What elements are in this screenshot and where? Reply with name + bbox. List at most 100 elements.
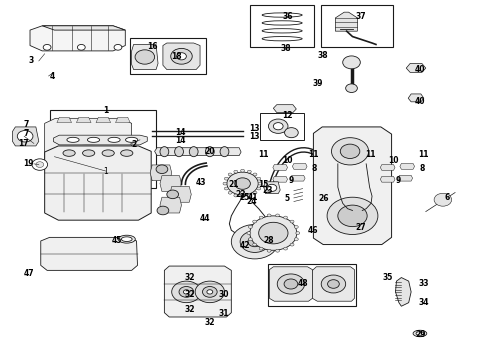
Text: 32: 32: [185, 273, 195, 282]
Circle shape: [247, 194, 251, 197]
Circle shape: [248, 238, 252, 240]
Circle shape: [73, 166, 83, 174]
Ellipse shape: [79, 138, 98, 144]
Text: 13: 13: [249, 132, 260, 141]
Circle shape: [331, 138, 368, 165]
Ellipse shape: [63, 150, 75, 156]
Circle shape: [171, 48, 192, 64]
Text: 14: 14: [175, 128, 185, 137]
Ellipse shape: [416, 332, 424, 335]
Ellipse shape: [262, 29, 302, 33]
Circle shape: [290, 220, 294, 223]
Circle shape: [267, 184, 277, 192]
Text: 39: 39: [313, 80, 323, 89]
Circle shape: [234, 170, 238, 173]
Ellipse shape: [262, 21, 302, 25]
Ellipse shape: [79, 150, 98, 156]
Ellipse shape: [121, 150, 133, 156]
Circle shape: [172, 281, 201, 303]
Ellipse shape: [220, 147, 229, 157]
Text: 32: 32: [185, 289, 195, 298]
Polygon shape: [160, 176, 181, 192]
Circle shape: [224, 187, 228, 190]
Polygon shape: [12, 127, 39, 146]
Ellipse shape: [125, 137, 138, 142]
Text: 17: 17: [19, 139, 29, 148]
Circle shape: [156, 165, 168, 174]
Circle shape: [176, 53, 186, 60]
Text: 14: 14: [175, 136, 185, 145]
Text: 11: 11: [258, 150, 269, 159]
Circle shape: [36, 162, 44, 167]
Polygon shape: [314, 127, 392, 244]
Bar: [321, 5, 393, 47]
Polygon shape: [380, 165, 395, 170]
Text: 25: 25: [240, 193, 250, 202]
Text: 42: 42: [240, 241, 250, 250]
Text: 10: 10: [389, 156, 399, 165]
Polygon shape: [160, 197, 181, 213]
Text: 11: 11: [418, 150, 429, 159]
Circle shape: [340, 144, 360, 158]
Text: 10: 10: [282, 156, 293, 165]
Polygon shape: [57, 117, 72, 123]
Circle shape: [135, 50, 155, 64]
Text: 26: 26: [318, 194, 329, 203]
Text: 20: 20: [204, 147, 215, 156]
Polygon shape: [45, 118, 132, 177]
Text: 32: 32: [185, 305, 195, 314]
Polygon shape: [406, 63, 426, 72]
Circle shape: [285, 128, 298, 138]
Polygon shape: [30, 26, 125, 51]
Circle shape: [273, 123, 283, 130]
Text: 4: 4: [49, 72, 54, 81]
Polygon shape: [170, 186, 191, 202]
Bar: [269, 264, 356, 306]
Circle shape: [276, 249, 279, 252]
Text: 9: 9: [396, 176, 401, 185]
Text: 21: 21: [229, 180, 239, 189]
Polygon shape: [76, 117, 91, 123]
Polygon shape: [41, 237, 138, 270]
Text: 41: 41: [247, 193, 258, 202]
Text: 1: 1: [103, 167, 108, 176]
Polygon shape: [398, 175, 413, 181]
Text: 8: 8: [312, 164, 318, 173]
Circle shape: [327, 197, 378, 234]
Ellipse shape: [413, 330, 427, 337]
Circle shape: [247, 231, 251, 234]
Text: 3: 3: [29, 57, 34, 66]
Bar: [260, 113, 304, 140]
Circle shape: [223, 182, 227, 185]
Polygon shape: [163, 43, 200, 69]
Polygon shape: [150, 165, 172, 181]
Text: 48: 48: [297, 279, 308, 288]
Text: 28: 28: [264, 236, 274, 245]
Circle shape: [267, 249, 271, 252]
Text: 2: 2: [131, 140, 137, 149]
Polygon shape: [313, 267, 354, 301]
Circle shape: [167, 190, 178, 199]
Circle shape: [257, 187, 261, 190]
Text: 45: 45: [112, 236, 122, 245]
Circle shape: [114, 44, 122, 50]
Ellipse shape: [67, 137, 79, 142]
Text: 33: 33: [418, 279, 429, 288]
Circle shape: [328, 280, 339, 288]
Text: 46: 46: [308, 226, 318, 235]
Circle shape: [290, 243, 294, 246]
Circle shape: [111, 166, 121, 174]
Circle shape: [276, 214, 279, 217]
Polygon shape: [335, 12, 357, 31]
Text: 8: 8: [419, 164, 425, 173]
Bar: [130, 39, 206, 74]
Polygon shape: [408, 94, 424, 102]
Polygon shape: [291, 175, 305, 181]
Polygon shape: [96, 117, 111, 123]
Circle shape: [228, 173, 232, 176]
Polygon shape: [42, 26, 125, 30]
Text: 47: 47: [24, 269, 34, 278]
Ellipse shape: [262, 37, 302, 41]
Text: 43: 43: [196, 178, 206, 187]
Circle shape: [202, 287, 217, 297]
